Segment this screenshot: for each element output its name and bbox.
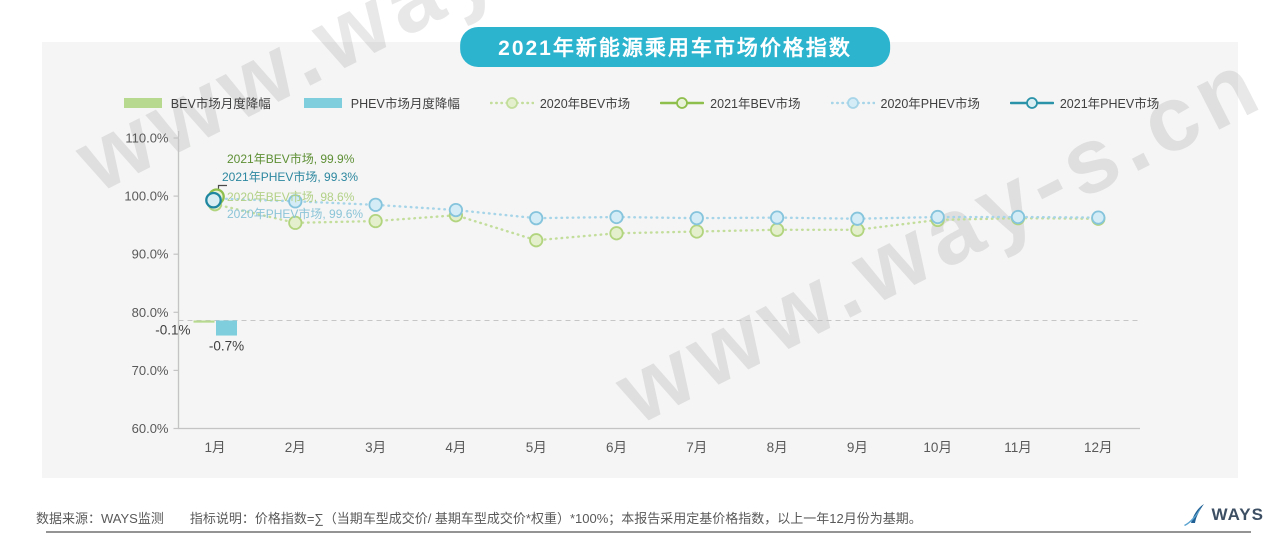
x-axis-label: 1月 — [204, 440, 225, 455]
legend-line-swatch-icon — [1009, 96, 1054, 109]
marker-bev-2020 — [368, 213, 383, 229]
marker-phev-2020 — [930, 209, 945, 225]
x-axis-label: 5月 — [526, 440, 547, 455]
marker-phev-2020 — [368, 197, 383, 212]
x-axis-label: 10月 — [923, 440, 952, 455]
marker-bev-2020 — [769, 222, 785, 237]
legend-item-label: 2021年PHEV市场 — [1059, 97, 1160, 111]
marker-phev-2020 — [529, 211, 544, 226]
y-axis-tick-label: 90.0% — [132, 247, 169, 262]
y-axis-tick-label: 60.0% — [132, 421, 169, 436]
series-line-phev-2020 — [213, 197, 1100, 220]
x-axis-label: 6月 — [606, 440, 627, 455]
marker-phev-2020 — [1010, 209, 1026, 225]
legend-item-3: 2021年BEV市场 — [660, 93, 801, 112]
x-axis-label: 4月 — [445, 440, 466, 455]
footer: 数据来源：WAYS监测 指标说明：价格指数=∑（当期车型成交价/ 基期车型成交价… — [36, 508, 922, 527]
marker-phev-2020 — [769, 210, 785, 225]
x-axis-label: 8月 — [767, 440, 788, 455]
y-axis-tick-label: 100.0% — [124, 189, 169, 204]
x-axis-label: 11月 — [1004, 440, 1032, 455]
x-axis-label: 12月 — [1084, 440, 1113, 455]
marker-bev-2020 — [529, 233, 544, 248]
monthly-decline-bar-bev-decline — [193, 320, 215, 323]
ways-swoosh-icon — [1184, 504, 1205, 526]
marker-bev-2020 — [609, 226, 624, 241]
y-axis-tick-label: 80.0% — [132, 305, 169, 320]
monthly-decline-bar-phev-decline — [216, 320, 237, 336]
legend-item-label: 2020年BEV市场 — [539, 97, 631, 111]
marker-phev-2020 — [609, 209, 624, 225]
annotation-2020-phev: 2020年PHEV市场, 99.6% — [227, 207, 364, 221]
legend-item-2: 2020年BEV市场 — [489, 93, 631, 112]
marker-phev-2021 — [205, 191, 222, 209]
legend-item-0: BEV市场月度降幅 — [121, 93, 271, 112]
legend-line-swatch-icon — [830, 96, 875, 109]
marker-phev-2020 — [689, 211, 704, 226]
chart-panel — [42, 42, 1238, 478]
chart-title: 2021年新能源乘用车市场价格指数 — [460, 27, 890, 67]
x-axis-label: 2月 — [285, 440, 306, 455]
legend-item-5: 2021年PHEV市场 — [1009, 93, 1160, 112]
marker-phev-2020 — [288, 194, 303, 209]
annotation-2020-bev: 2020年BEV市场, 98.6% — [227, 190, 355, 204]
y-axis-tick-label: 110.0% — [125, 131, 169, 146]
annotation-2021-phev: 2021年PHEV市场, 99.3% — [222, 170, 359, 184]
legend-item-label: 2020年PHEV市场 — [880, 97, 980, 111]
x-axis-label: 9月 — [847, 440, 868, 455]
y-axis-tick-label: 70.0% — [132, 363, 169, 378]
legend-item-label: BEV市场月度降幅 — [170, 97, 271, 111]
x-axis-label: 3月 — [365, 440, 386, 455]
legend-bar-swatch-icon — [123, 97, 162, 108]
annotation-2021-bev: 2021年BEV市场, 99.9% — [227, 152, 355, 166]
legend-line-swatch-icon — [489, 96, 534, 109]
series-line-bev-2020 — [213, 203, 1100, 242]
bar-value-label: -0.1% — [155, 323, 190, 338]
ways-logo-text: WAYS — [1211, 505, 1264, 524]
marker-phev-2020 — [850, 211, 865, 226]
legend-item-label: PHEV市场月度降幅 — [350, 97, 460, 111]
marker-phev-2020 — [1091, 210, 1106, 225]
marker-phev-2020 — [448, 202, 463, 218]
ways-logo: WAYS — [1181, 502, 1264, 528]
bottom-border-line — [46, 531, 1251, 533]
legend-bar-swatch-icon — [303, 97, 342, 108]
legend-item-1: PHEV市场月度降幅 — [301, 93, 460, 112]
bar-value-label: -0.7% — [209, 339, 244, 354]
data-source-text: 数据来源：WAYS监测 — [36, 511, 164, 526]
marker-bev-2020 — [288, 215, 303, 230]
marker-bev-2020 — [689, 224, 704, 239]
indicator-note-text: 指标说明：价格指数=∑（当期车型成交价/ 基期车型成交价*权重）*100%；本报… — [189, 511, 922, 526]
legend-line-swatch-icon — [660, 96, 705, 109]
legend: BEV市场月度降幅 PHEV市场月度降幅 2020年BEV市场 2021年BEV市场 2… — [42, 93, 1238, 112]
legend-item-label: 2021年BEV市场 — [710, 97, 801, 111]
x-axis-label: 7月 — [686, 440, 707, 455]
legend-item-4: 2020年PHEV市场 — [830, 93, 980, 112]
